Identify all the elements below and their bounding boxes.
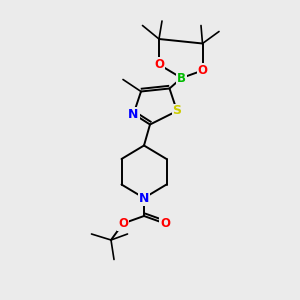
Text: O: O [160,217,170,230]
Text: O: O [197,64,208,77]
Text: N: N [128,107,139,121]
Text: O: O [154,58,164,71]
Text: O: O [118,217,128,230]
Text: N: N [139,191,149,205]
Text: S: S [172,104,182,118]
Text: B: B [177,71,186,85]
